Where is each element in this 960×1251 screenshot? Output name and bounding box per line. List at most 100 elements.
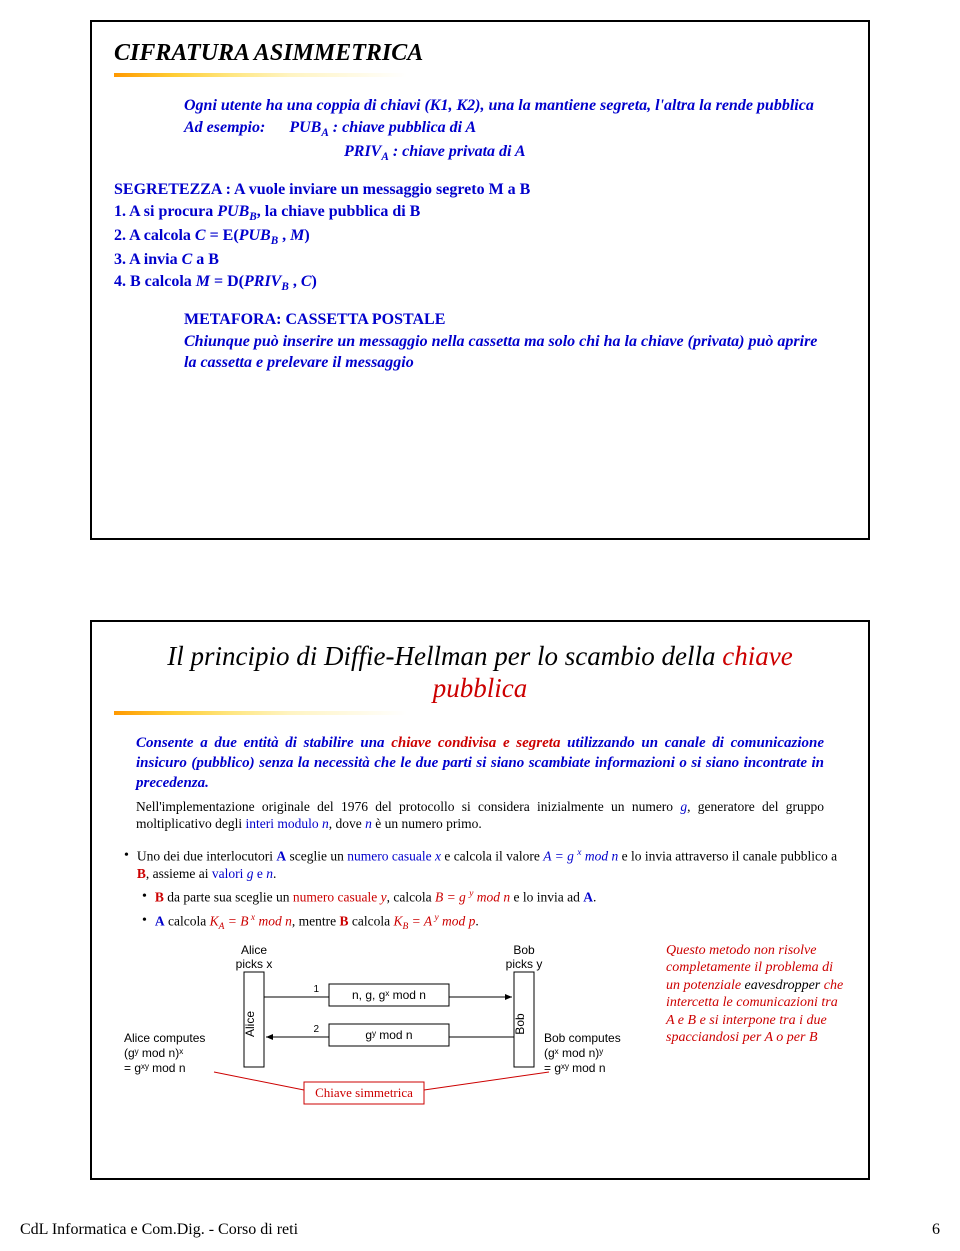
b1eq: A = g <box>543 848 577 863</box>
warning-text: Questo metodo non risolve completamente … <box>654 942 846 1122</box>
s2d: PUB <box>239 227 271 244</box>
bob-picks-2: picks y <box>506 957 543 971</box>
pub-a-sub: A <box>321 127 328 139</box>
s1bsub: B <box>249 211 256 223</box>
title2-underline <box>114 711 846 715</box>
b2eq: B = g <box>435 890 469 905</box>
s4a: 4. B calcola <box>114 273 196 290</box>
b3a: A <box>155 914 165 929</box>
priv-a: PRIV <box>344 143 381 160</box>
b3j: = A <box>408 914 432 929</box>
intro-line1: Ogni utente ha una coppia di chiavi (K1,… <box>184 97 814 114</box>
s2e: , <box>278 227 290 244</box>
b3c: K <box>210 914 219 929</box>
s4c: = D( <box>210 273 244 290</box>
p2a: Nell'implementazione originale del 1976 … <box>136 799 680 814</box>
b3d: = B <box>224 914 248 929</box>
b1d: e calcola il valore <box>441 848 543 863</box>
b2dot: . <box>593 890 596 905</box>
s4g: ) <box>311 273 316 290</box>
s3b: C <box>182 251 193 268</box>
metafora-title: METAFORA: CASSETTA POSTALE <box>184 309 846 331</box>
s1b: PUB <box>217 203 249 220</box>
dh-svg: Alice Bob Alice picks x Bob picks y <box>114 942 654 1117</box>
diagram-wrap: Alice Bob Alice picks x Bob picks y <box>114 942 846 1122</box>
p2n: n <box>322 816 329 831</box>
footer-right: 6 <box>932 1221 940 1239</box>
b2mod: mod n <box>473 890 510 905</box>
s3c: a B <box>192 251 219 268</box>
b1gn: g <box>247 866 254 881</box>
s4ds: B <box>281 281 288 293</box>
step2: 2. A calcola C = E(PUBB , M) <box>114 225 846 249</box>
b2e: e lo invia ad <box>510 890 583 905</box>
num2: 2 <box>313 1024 319 1035</box>
pub-a-desc: : chiave pubblica di A <box>329 119 476 136</box>
b3b: calcola <box>165 914 210 929</box>
adesempio: Ad esempio: <box>184 119 265 136</box>
s2f: M <box>290 227 304 244</box>
b3dot: . <box>475 914 478 929</box>
bob-picks-1: Bob <box>513 943 535 957</box>
priv-a-desc: : chiave privata di A <box>389 143 526 160</box>
title2a: Il principio di Diffie-Hellman per lo sc… <box>167 641 722 671</box>
dh-diagram: Alice Bob Alice picks x Bob picks y <box>114 942 654 1122</box>
b2a: B <box>155 890 164 905</box>
msg2: gʸ mod n <box>365 1028 412 1042</box>
bc3: = gˣʸ mod n <box>544 1061 606 1075</box>
slide1-example: Ad esempio: PUBA : chiave pubblica di A <box>184 117 846 141</box>
num1: 1 <box>313 984 319 995</box>
b3e: mod n <box>255 914 292 929</box>
p2c: interi modulo <box>245 816 322 831</box>
b1mod: mod n <box>581 848 618 863</box>
p2d: , dove <box>329 816 365 831</box>
b1e: e lo invia attraverso il canale pubblico… <box>618 848 837 863</box>
metafora-body-text: Chiunque può inserire un messaggio nella… <box>184 333 817 372</box>
s2b: C <box>195 227 206 244</box>
pub-a: PUB <box>289 119 321 136</box>
slide2-title: Il principio di Diffie-Hellman per lo sc… <box>114 640 846 705</box>
bc2: (gˣ mod n)ʸ <box>544 1046 603 1060</box>
slide1-title: CIFRATURA ASIMMETRICA <box>114 40 846 67</box>
bullet-3: A calcola KA = B x mod n, mentre B calco… <box>142 912 846 933</box>
slide2-p2: Nell'implementazione originale del 1976 … <box>114 794 846 833</box>
s4f: C <box>301 273 312 290</box>
bullet-2: B da parte sua sceglie un numero casuale… <box>142 888 846 906</box>
s4e: , <box>289 273 301 290</box>
msg1: n, g, gˣ mod n <box>352 988 426 1002</box>
s4b: M <box>196 273 210 290</box>
b1g: valori <box>212 866 247 881</box>
s3a: 3. A invia <box>114 251 182 268</box>
w2: eavesdropper <box>745 978 821 993</box>
s2a: 2. A calcola <box>114 227 195 244</box>
page-footer: CdL Informatica e Com.Dig. - Corso di re… <box>20 1221 940 1239</box>
slide1-intro: Ogni utente ha una coppia di chiavi (K1,… <box>184 95 846 117</box>
footer-left: CdL Informatica e Com.Dig. - Corso di re… <box>20 1221 298 1239</box>
ac1: Alice computes <box>124 1031 205 1045</box>
s4d: PRIV <box>244 273 281 290</box>
b1A: A <box>276 848 286 863</box>
b1B: B <box>137 866 146 881</box>
segretezza-text: SEGRETEZZA : A vuole inviare un messaggi… <box>114 181 530 198</box>
ac2: (gʸ mod n)ˣ <box>124 1046 183 1060</box>
slide1-priv: PRIVA : chiave privata di A <box>344 141 846 165</box>
b1c: numero casuale <box>347 848 435 863</box>
title-underline <box>114 73 846 77</box>
p1a: Consente a due entità di stabilire una <box>136 735 391 751</box>
step1: 1. A si procura PUBB, la chiave pubblica… <box>114 201 846 225</box>
b2c: numero casuale <box>293 890 381 905</box>
priv-a-sub: A <box>381 151 388 163</box>
chiave: Chiave simmetrica <box>315 1085 413 1100</box>
b3h: calcola <box>348 914 393 929</box>
s2g: ) <box>304 227 309 244</box>
alice-label: Alice <box>243 1011 257 1037</box>
slide-2: Il principio di Diffie-Hellman per lo sc… <box>90 620 870 1180</box>
step4: 4. B calcola M = D(PRIVB , C) <box>114 271 846 295</box>
b2b: da parte sua sceglie un <box>164 890 293 905</box>
step3: 3. A invia C a B <box>114 249 846 271</box>
s1a: 1. A si procura <box>114 203 217 220</box>
segretezza-line: SEGRETEZZA : A vuole inviare un messaggi… <box>114 179 846 201</box>
p1b: chiave condivisa e segreta <box>391 735 560 751</box>
s2c: = E( <box>206 227 239 244</box>
b2A: A <box>583 890 593 905</box>
